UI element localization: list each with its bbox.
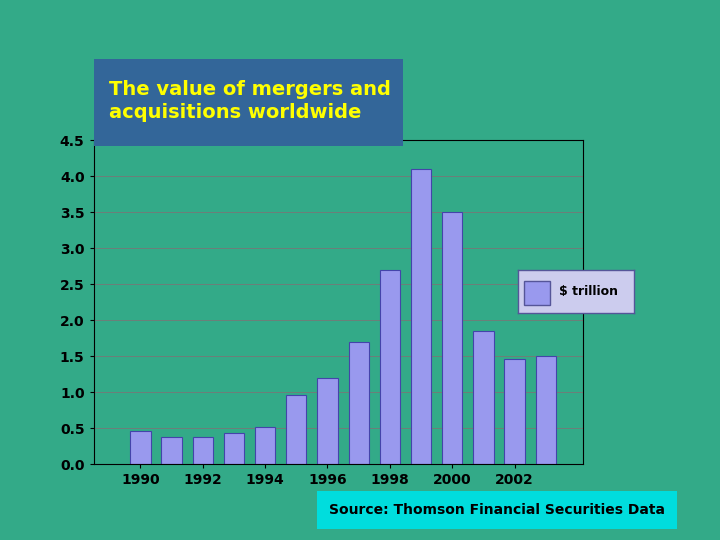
Text: $ trillion: $ trillion: [559, 285, 618, 298]
Bar: [379, 270, 400, 464]
Bar: [161, 437, 181, 464]
Bar: [536, 356, 556, 464]
Bar: [411, 169, 431, 464]
Bar: [473, 331, 493, 464]
Bar: [442, 212, 462, 464]
FancyBboxPatch shape: [524, 281, 549, 305]
Text: Source: Thomson Financial Securities Data: Source: Thomson Financial Securities Dat…: [329, 503, 665, 517]
Bar: [193, 437, 213, 464]
Bar: [130, 431, 150, 464]
Bar: [505, 359, 525, 464]
Bar: [348, 342, 369, 464]
Text: The value of mergers and
acquisitions worldwide: The value of mergers and acquisitions wo…: [109, 79, 391, 122]
Bar: [318, 378, 338, 464]
Bar: [255, 427, 275, 464]
Bar: [224, 433, 244, 464]
Bar: [286, 395, 307, 464]
